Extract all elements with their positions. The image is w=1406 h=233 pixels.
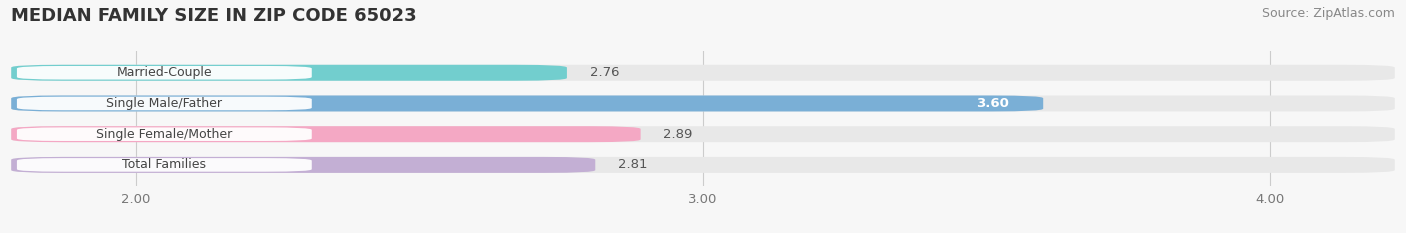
FancyBboxPatch shape <box>11 65 1395 81</box>
FancyBboxPatch shape <box>17 158 312 172</box>
Text: 2.81: 2.81 <box>619 158 647 171</box>
Text: MEDIAN FAMILY SIZE IN ZIP CODE 65023: MEDIAN FAMILY SIZE IN ZIP CODE 65023 <box>11 7 416 25</box>
Text: Total Families: Total Families <box>122 158 207 171</box>
FancyBboxPatch shape <box>17 66 312 79</box>
FancyBboxPatch shape <box>11 126 1395 142</box>
Text: 2.89: 2.89 <box>664 128 693 141</box>
FancyBboxPatch shape <box>17 97 312 110</box>
FancyBboxPatch shape <box>11 96 1043 111</box>
Text: Married-Couple: Married-Couple <box>117 66 212 79</box>
FancyBboxPatch shape <box>17 127 312 141</box>
Text: Source: ZipAtlas.com: Source: ZipAtlas.com <box>1261 7 1395 20</box>
FancyBboxPatch shape <box>11 65 567 81</box>
FancyBboxPatch shape <box>11 157 1395 173</box>
FancyBboxPatch shape <box>11 157 595 173</box>
Text: Single Female/Mother: Single Female/Mother <box>96 128 232 141</box>
FancyBboxPatch shape <box>11 126 641 142</box>
Text: 2.76: 2.76 <box>589 66 619 79</box>
Text: 3.60: 3.60 <box>976 97 1010 110</box>
FancyBboxPatch shape <box>11 96 1395 111</box>
Text: Single Male/Father: Single Male/Father <box>107 97 222 110</box>
